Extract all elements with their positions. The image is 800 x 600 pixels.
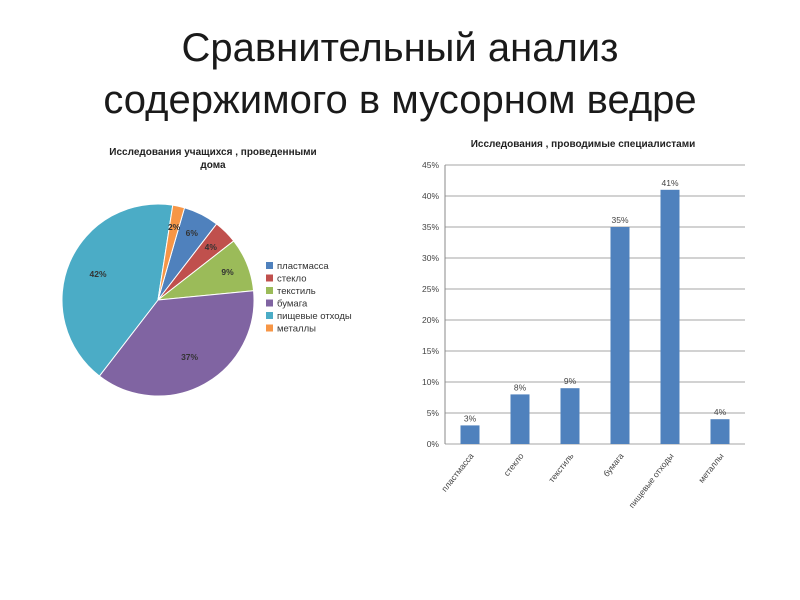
bar-бумага (610, 227, 630, 444)
y-tick-label: 30% (422, 253, 439, 263)
legend-label-пищевые-отходы: пищевые отходы (277, 311, 352, 322)
y-tick-label: 40% (422, 191, 439, 201)
bar-series (460, 189, 730, 444)
legend-label-бумага: бумага (277, 299, 308, 310)
bar-label-пищевые-отходы: 41% (661, 178, 678, 188)
slide-title-line-2: содержимого в мусорном ведре (103, 78, 697, 122)
bar-металлы (710, 419, 730, 444)
x-tick-label-текстиль: текстиль (546, 451, 576, 485)
x-tick-label-стекло: стекло (501, 451, 525, 478)
slide-title-line-1: Сравнительный анализ (181, 26, 619, 70)
bar-gridlines (444, 164, 745, 445)
legend-label-текстиль: текстиль (277, 286, 316, 297)
y-tick-label: 25% (422, 284, 439, 294)
bar-label-текстиль: 9% (564, 376, 577, 386)
pie-chart-title-line-2: дома (200, 160, 226, 171)
pie-chart: Исследования учащихся , проведенными дом… (61, 147, 352, 397)
bar-label-пластмасса: 3% (464, 413, 477, 423)
y-tick-label: 10% (422, 377, 439, 387)
pie-label-текстиль: 9% (221, 267, 234, 277)
pie-chart-title-line-1: Исследования учащихся , проведенными (109, 147, 316, 158)
pie-data-labels: 6% 4% 9% 37% 42% 2% (89, 222, 234, 362)
pie-slices (61, 203, 255, 397)
bar-y-axis: 0% 5% 10% 15% 20% 25% 30% 35% 40% 45% (422, 160, 439, 449)
bar-label-стекло: 8% (514, 382, 527, 392)
pie-slice-бумага (98, 290, 255, 397)
pie-label-пластмасса: 6% (186, 228, 199, 238)
legend-swatch-пищевые-отходы (266, 312, 273, 319)
pie-label-металлы: 2% (168, 222, 181, 232)
pie-label-стекло: 4% (205, 242, 218, 252)
y-tick-label: 45% (422, 160, 439, 170)
legend-swatch-текстиль (266, 287, 273, 294)
y-tick-label: 5% (427, 408, 440, 418)
bar-стекло (510, 394, 530, 444)
pie-slice-пищевые-отходы (61, 203, 174, 377)
legend-label-пластмасса: пластмасса (277, 261, 329, 272)
pie-label-пищевые-отходы: 42% (89, 269, 106, 279)
x-tick-label-пищевые-отходы: пищевые отходы (627, 451, 676, 510)
x-tick-label-металлы: металлы (696, 451, 725, 485)
pie-slice-металлы (157, 204, 186, 301)
bar-x-axis: пластмасса стекло текстиль бумага пищевые от… (439, 451, 725, 510)
pie-label-бумага: 37% (181, 352, 198, 362)
bar-пищевые-отходы (660, 189, 680, 444)
y-tick-label: 35% (422, 222, 439, 232)
y-tick-label: 20% (422, 315, 439, 325)
slide-title: Сравнительный анализ содержимого в мусор… (0, 22, 800, 126)
legend-swatch-стекло (266, 274, 273, 282)
bar-data-labels: 3% 8% 9% 35% 41% 4% (464, 178, 727, 424)
bar-label-металлы: 4% (714, 407, 727, 417)
x-tick-label-пластмасса: пластмасса (439, 451, 476, 494)
bar-текстиль (560, 388, 580, 444)
legend-swatch-бумага (266, 299, 273, 307)
bar-пластмасса (460, 425, 480, 444)
legend-label-стекло: стекло (277, 274, 306, 285)
y-tick-label: 0% (427, 439, 440, 449)
x-tick-label-бумага: бумага (601, 451, 626, 479)
bar-chart: Исследования , проводимые специалистами … (422, 139, 745, 510)
bar-chart-title: Исследования , проводимые специалистами (471, 139, 696, 150)
bar-label-бумага: 35% (611, 215, 628, 225)
legend-swatch-пластмасса (266, 262, 273, 269)
legend-swatch-металлы (266, 324, 273, 332)
y-tick-label: 15% (422, 346, 439, 356)
legend-label-металлы: металлы (277, 324, 316, 335)
